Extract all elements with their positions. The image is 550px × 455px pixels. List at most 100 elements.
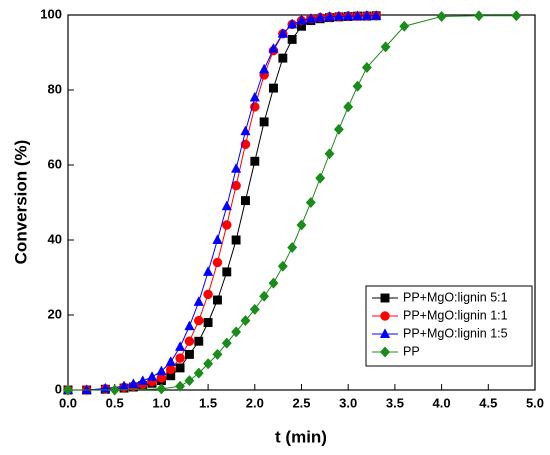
marker (221, 200, 232, 211)
legend-marker (379, 328, 391, 338)
marker (240, 315, 251, 327)
x-tick-label: 2.5 (292, 395, 310, 410)
x-tick-label: 0.5 (106, 395, 124, 410)
marker (305, 196, 316, 209)
marker (343, 101, 354, 113)
y-tick-label: 60 (48, 156, 62, 171)
marker (511, 10, 522, 22)
marker (137, 375, 148, 385)
marker (184, 349, 194, 359)
marker (287, 18, 298, 29)
series-line (68, 15, 377, 391)
marker (156, 365, 167, 376)
marker (436, 10, 447, 23)
marker (268, 43, 279, 53)
marker (212, 234, 223, 244)
marker (268, 277, 279, 289)
marker (165, 364, 176, 375)
marker (222, 267, 232, 277)
marker (194, 315, 204, 326)
marker (399, 20, 410, 32)
legend-marker (380, 311, 390, 321)
marker (146, 371, 158, 381)
marker (202, 266, 214, 276)
marker (361, 61, 372, 74)
marker (287, 34, 297, 44)
marker (184, 336, 195, 346)
marker (109, 384, 120, 396)
marker (324, 148, 335, 160)
legend-label: PP (403, 344, 420, 358)
marker (81, 384, 92, 394)
marker (352, 80, 363, 92)
marker (249, 303, 260, 315)
marker (249, 91, 260, 102)
marker (203, 289, 213, 300)
marker (287, 241, 298, 254)
x-tick-label: 5.0 (526, 395, 544, 410)
series-line (68, 15, 377, 391)
marker (240, 125, 251, 136)
marker (175, 353, 185, 363)
marker (361, 10, 372, 20)
marker (333, 10, 344, 21)
x-tick-label: 1.0 (152, 395, 170, 410)
marker (333, 123, 344, 135)
marker (259, 117, 269, 127)
y-axis-title: Conversion (%) (11, 140, 30, 265)
marker (175, 380, 186, 392)
marker (128, 378, 139, 388)
marker (194, 336, 204, 346)
x-tick-label: 2.0 (246, 395, 264, 410)
marker (212, 295, 222, 305)
marker (165, 356, 176, 366)
marker (184, 320, 195, 331)
marker (62, 384, 74, 396)
marker (212, 257, 223, 268)
legend-label: PP+MgO:lignin 1:5 (403, 326, 508, 340)
x-tick-label: 4.0 (433, 395, 451, 410)
marker (231, 163, 242, 173)
y-tick-label: 20 (48, 306, 62, 321)
marker (259, 63, 270, 74)
marker (278, 53, 288, 63)
marker (277, 260, 288, 272)
marker (193, 296, 204, 306)
marker (315, 11, 326, 22)
marker (231, 326, 242, 338)
marker (352, 10, 363, 21)
x-tick-label: 1.5 (199, 395, 217, 410)
y-tick-label: 0 (55, 381, 62, 396)
marker (259, 290, 270, 302)
marker (269, 83, 278, 93)
marker (175, 363, 185, 373)
marker (305, 13, 316, 23)
x-tick-label: 0.0 (59, 395, 77, 410)
legend-marker (379, 346, 391, 358)
marker (174, 341, 186, 351)
marker (296, 219, 307, 231)
y-tick-label: 40 (48, 231, 62, 246)
marker (212, 348, 223, 360)
marker (473, 10, 484, 22)
series-line (68, 15, 377, 391)
legend-marker (380, 293, 390, 303)
marker (222, 220, 232, 230)
marker (241, 196, 250, 206)
marker (315, 172, 326, 184)
marker (250, 156, 260, 166)
y-tick-label: 80 (48, 81, 62, 96)
marker (371, 10, 382, 20)
x-tick-label: 3.0 (339, 395, 357, 410)
marker (324, 11, 335, 21)
marker (156, 383, 167, 395)
legend-box (365, 285, 533, 367)
legend-label: PP+MgO:lignin 5:1 (403, 290, 508, 304)
legend-label: PP+MgO:lignin 1:1 (403, 308, 508, 322)
marker (231, 235, 241, 245)
marker (193, 367, 204, 379)
marker (221, 337, 232, 349)
marker (343, 10, 354, 21)
marker (203, 318, 213, 327)
